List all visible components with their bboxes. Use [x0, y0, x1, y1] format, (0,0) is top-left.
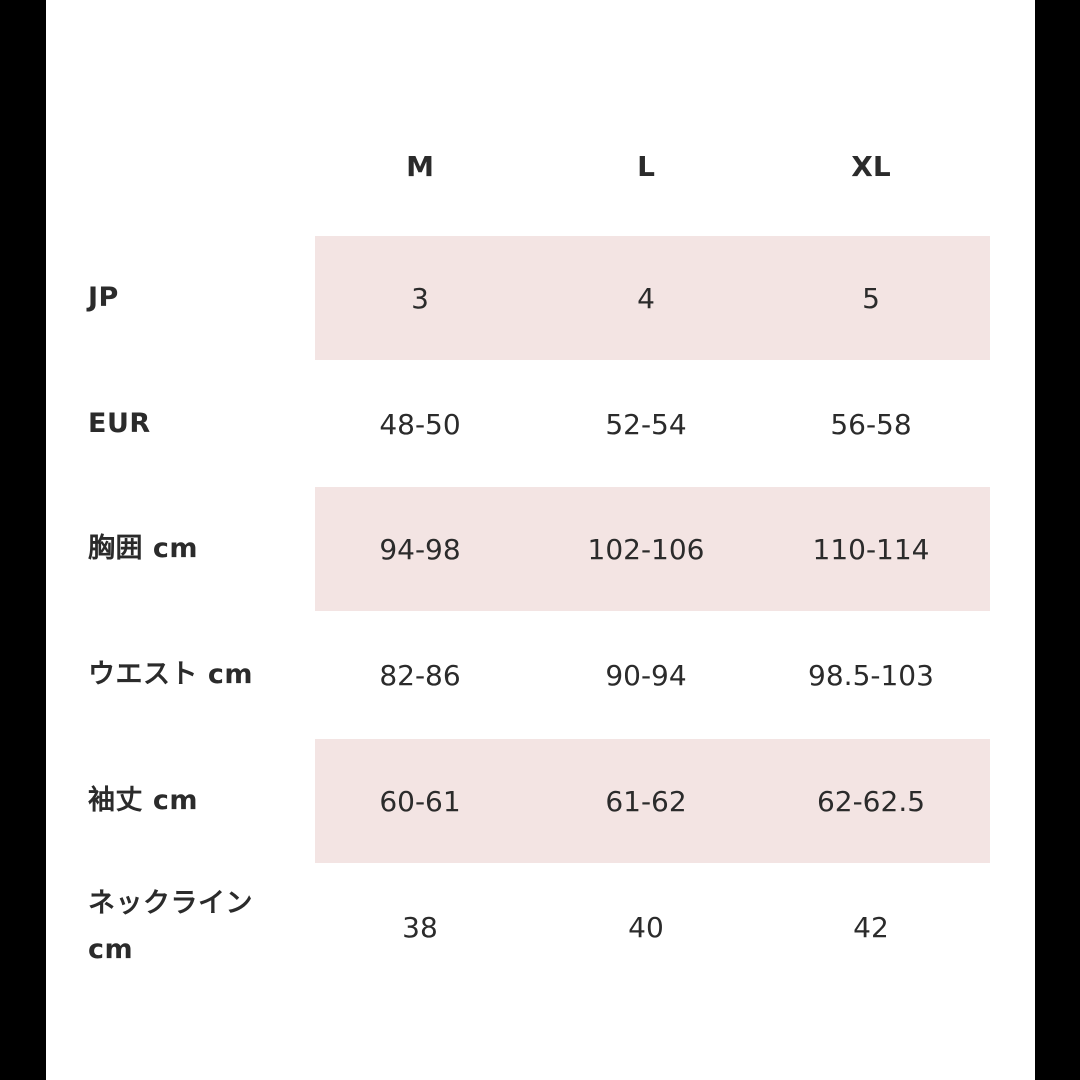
- row-label: ネックライン cm: [88, 888, 253, 965]
- cell: 82-86: [379, 658, 461, 692]
- table-row: ウエスト cm 82-86 90-94 98.5-103: [46, 613, 1035, 737]
- size-chart: M L XL JP 3 4 5 EUR 48-50 52-54 56-58 胸囲…: [46, 0, 1035, 1080]
- cell: 3: [411, 281, 429, 315]
- row-band: [315, 739, 990, 863]
- row-label: 袖丈 cm: [88, 785, 199, 816]
- column-header-l: L: [637, 150, 655, 183]
- cell: 42: [853, 910, 889, 944]
- cell: 40: [628, 910, 664, 944]
- cell: 38: [402, 910, 438, 944]
- cell: 56-58: [830, 407, 912, 441]
- table-row: EUR 48-50 52-54 56-58: [46, 362, 1035, 486]
- cell: 4: [637, 281, 655, 315]
- table-row: ネックライン cm 38 40 42: [46, 865, 1035, 989]
- cell: 52-54: [605, 407, 687, 441]
- cell: 90-94: [605, 658, 687, 692]
- column-header-m: M: [406, 150, 434, 183]
- table-row: JP 3 4 5: [46, 236, 1035, 360]
- cell: 110-114: [812, 532, 930, 566]
- row-band: [315, 236, 990, 360]
- cell: 62-62.5: [816, 784, 926, 818]
- cell: 61-62: [605, 784, 687, 818]
- row-band: [315, 487, 990, 611]
- cell: 48-50: [379, 407, 461, 441]
- cell: 98.5-103: [808, 658, 934, 692]
- row-label: EUR: [88, 408, 151, 439]
- cell: 102-106: [587, 532, 705, 566]
- row-label: JP: [88, 282, 119, 313]
- cell: 5: [862, 281, 880, 315]
- table-row: 袖丈 cm 60-61 61-62 62-62.5: [46, 739, 1035, 863]
- row-label: 胸囲 cm: [88, 533, 199, 564]
- cell: 94-98: [379, 532, 461, 566]
- cell: 60-61: [379, 784, 461, 818]
- table-row: 胸囲 cm 94-98 102-106 110-114: [46, 487, 1035, 611]
- row-label: ウエスト cm: [88, 659, 254, 690]
- column-header-xl: XL: [851, 150, 891, 183]
